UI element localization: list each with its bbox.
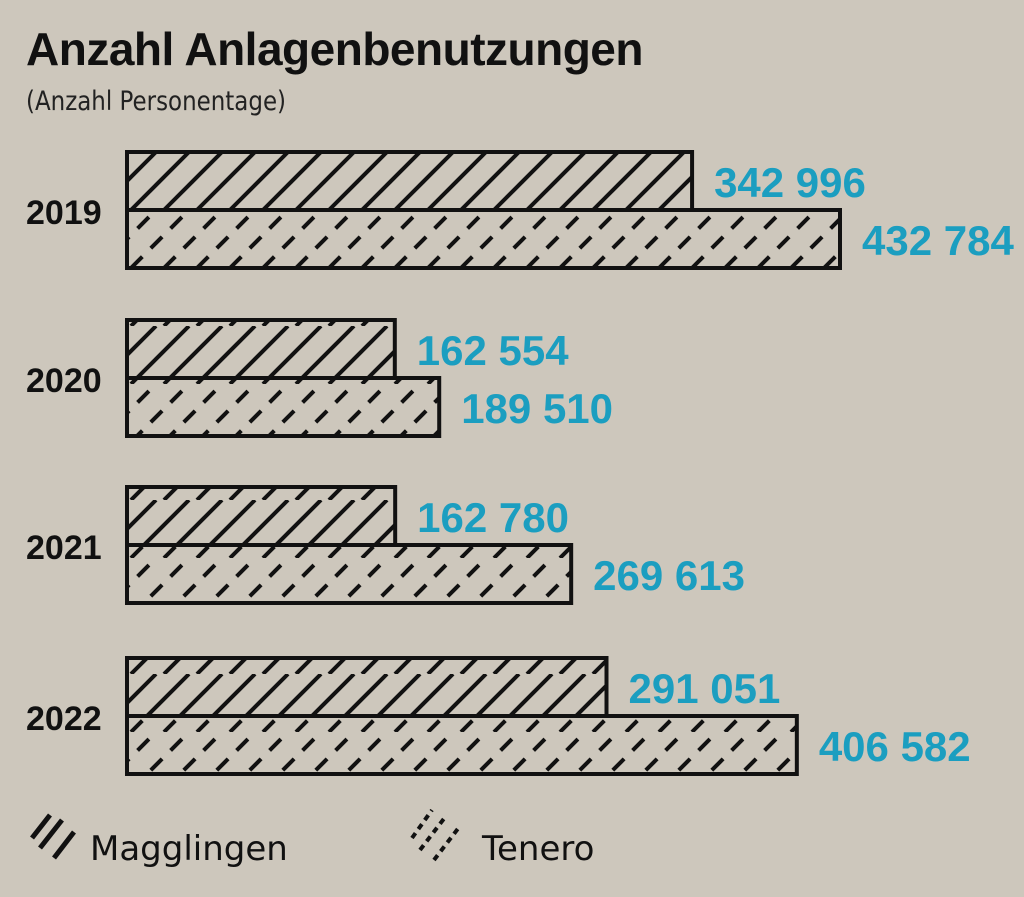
value-label-magglingen-2020: 162 554 [417,327,569,374]
legend: Magglingen Tenero [30,808,594,869]
year-label: 2019 [26,194,102,232]
year-label: 2022 [26,700,102,738]
bar-tenero-2019 [125,208,842,270]
bar-tenero-2022 [125,714,799,776]
bar-magglingen-2021 [125,485,398,547]
value-label-magglingen-2021: 162 780 [417,494,569,541]
bar-magglingen-2020 [125,318,397,380]
bar-magglingen-2019 [125,150,695,212]
bar-magglingen-2022 [125,656,609,718]
value-label-magglingen-2022: 291 051 [628,665,780,712]
year-label: 2020 [26,362,102,400]
value-label-tenero-2020: 189 510 [461,385,613,432]
chart-title: Anzahl Anlagenbenutzungen [26,23,644,75]
bar-tenero-2021 [125,543,574,605]
year-label: 2021 [26,529,102,567]
legend-tenero-icon [410,808,462,862]
chart-subtitle: (Anzahl Personentage) [26,86,287,117]
legend-label-magglingen: Magglingen [90,829,288,869]
legend-label-tenero: Tenero [481,829,594,869]
value-label-tenero-2022: 406 582 [819,723,971,770]
value-label-tenero-2021: 269 613 [593,552,745,599]
value-label-magglingen-2019: 342 996 [714,159,866,206]
bar-tenero-2020 [125,376,442,438]
legend-magglingen-icon [30,813,76,860]
value-label-tenero-2019: 432 784 [862,217,1014,264]
